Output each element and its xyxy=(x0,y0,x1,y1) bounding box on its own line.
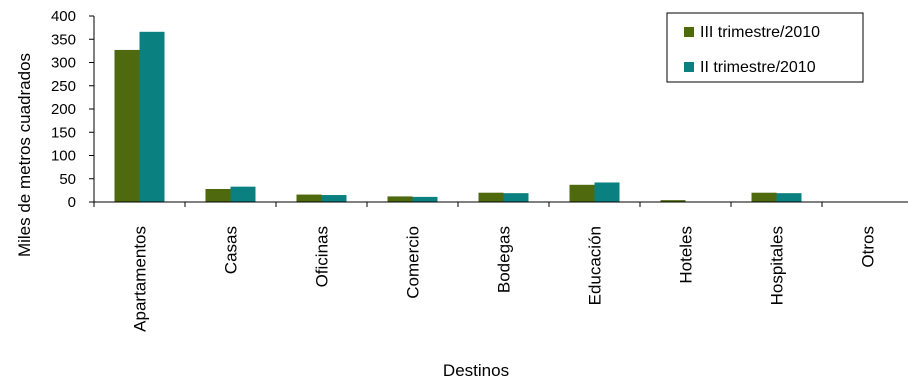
y-axis-title: Miles de metros cuadrados xyxy=(15,53,34,257)
y-tick-label: 150 xyxy=(51,124,76,141)
legend-swatch-series-2 xyxy=(684,62,694,72)
bar-1-oficinas xyxy=(296,194,322,202)
bar-1-educación xyxy=(569,184,595,202)
bar-2-oficinas xyxy=(321,195,347,202)
bar-1-comercio xyxy=(387,196,413,202)
x-axis-title: Destinos xyxy=(443,361,509,380)
y-tick-label: 250 xyxy=(51,78,76,95)
legend: III trimestre/2010 II trimestre/2010 xyxy=(666,12,864,83)
bar-2-hospitales xyxy=(776,193,802,202)
y-tick-label: 200 xyxy=(51,101,76,118)
plot-area: 0 50 100 150 200 250 300 350 400 Apartamentos Casa… xyxy=(51,8,908,332)
y-tick-label: 0 xyxy=(68,194,76,211)
legend-swatch-series-1 xyxy=(684,27,694,37)
bar-1-casas xyxy=(205,188,231,202)
x-category-label: Comercio xyxy=(404,226,423,299)
bar-2-bodegas xyxy=(503,193,529,202)
y-tick-label: 100 xyxy=(51,148,76,165)
bar-1-hospitales xyxy=(751,192,777,202)
x-category-label: Otros xyxy=(859,226,878,268)
bar-2-comercio xyxy=(412,196,438,202)
x-category-label: Hospitales xyxy=(768,226,787,305)
x-category-label: Apartamentos xyxy=(131,226,150,332)
x-category-label: Casas xyxy=(222,226,241,274)
bar-2-educación xyxy=(594,182,620,202)
bar-2-casas xyxy=(230,186,256,202)
y-tick-label: 300 xyxy=(51,55,76,72)
y-tick-label: 350 xyxy=(51,31,76,48)
y-tick-label: 400 xyxy=(51,8,76,25)
bar-1-hoteles xyxy=(660,200,686,202)
x-category-label: Oficinas xyxy=(313,226,332,287)
x-category-label: Educación xyxy=(586,226,605,305)
legend-label-series-2: II trimestre/2010 xyxy=(700,59,816,76)
x-category-label: Bodegas xyxy=(495,226,514,293)
bar-1-apartamentos xyxy=(114,49,140,202)
legend-box xyxy=(666,12,864,83)
y-tick-label: 50 xyxy=(59,171,76,188)
legend-label-series-1: III trimestre/2010 xyxy=(700,24,820,41)
bar-2-apartamentos xyxy=(139,31,165,203)
bar-1-bodegas xyxy=(478,192,504,202)
x-category-label: Hoteles xyxy=(677,226,696,284)
